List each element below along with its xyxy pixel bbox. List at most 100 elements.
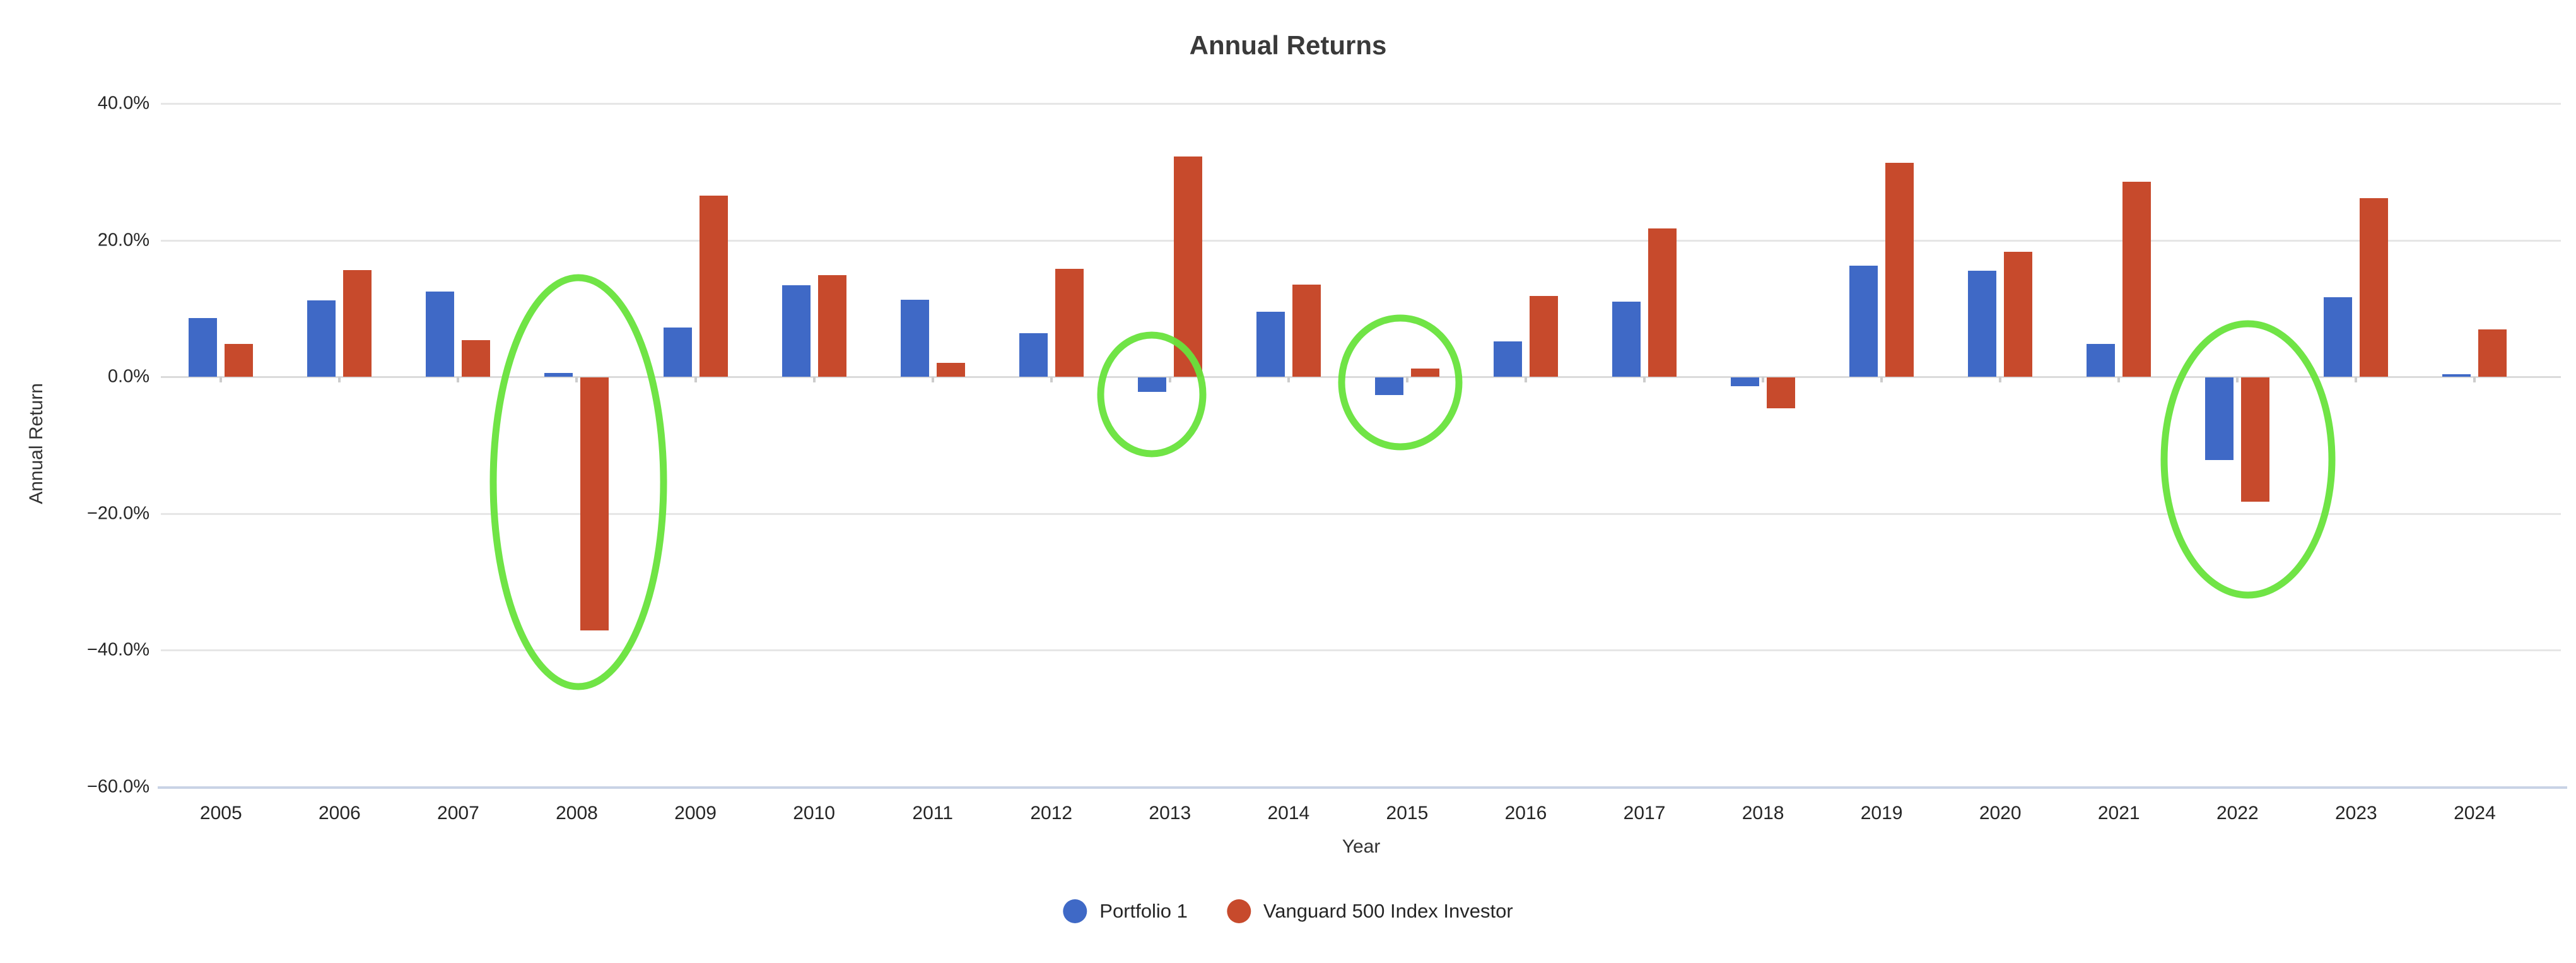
x-tick-label-2023: 2023 (2335, 803, 2377, 824)
legend-label: Vanguard 500 Index Investor (1263, 900, 1513, 922)
x-tick-label-2010: 2010 (793, 803, 835, 824)
x-tick-label-2016: 2016 (1504, 803, 1547, 824)
bar-vanguard-500-index-investor-2013[interactable] (1173, 157, 1202, 377)
x-tick-mark-2015 (1405, 377, 1408, 382)
gridline-20 (161, 239, 2561, 242)
bar-vanguard-500-index-investor-2009[interactable] (699, 196, 728, 377)
x-tick-mark-2008 (575, 377, 578, 382)
x-tick-label-2007: 2007 (437, 803, 479, 824)
bar-portfolio-1-2011[interactable] (900, 299, 929, 377)
vanguard-500-marker-icon (1226, 899, 1251, 923)
chart-title: Annual Returns (1189, 30, 1387, 60)
x-tick-label-2022: 2022 (2216, 803, 2259, 824)
x-tick-label-2012: 2012 (1030, 803, 1073, 824)
bar-vanguard-500-index-investor-2023[interactable] (2360, 198, 2389, 377)
x-tick-mark-2024 (2473, 377, 2476, 382)
bar-portfolio-1-2017[interactable] (1612, 301, 1641, 377)
y-tick-label--60: −60.0% (86, 776, 149, 796)
bar-vanguard-500-index-investor-2014[interactable] (1292, 284, 1321, 377)
bar-portfolio-1-2006[interactable] (307, 300, 336, 377)
x-tick-label-2009: 2009 (674, 803, 717, 824)
x-tick-label-2018: 2018 (1742, 803, 1784, 824)
x-tick-label-2011: 2011 (912, 803, 953, 824)
y-tick-label-40: 40.0% (97, 93, 149, 114)
legend-item-vanguard-500[interactable]: Vanguard 500 Index Investor (1226, 899, 1513, 923)
x-tick-label-2006: 2006 (318, 803, 361, 824)
bar-portfolio-1-2008[interactable] (544, 372, 573, 377)
x-tick-mark-2006 (338, 377, 341, 382)
x-tick-label-2020: 2020 (1979, 803, 2022, 824)
bar-vanguard-500-index-investor-2006[interactable] (343, 270, 372, 377)
x-tick-mark-2022 (2236, 377, 2239, 382)
bar-portfolio-1-2012[interactable] (1019, 333, 1048, 377)
bar-vanguard-500-index-investor-2020[interactable] (2004, 251, 2033, 377)
bar-portfolio-1-2021[interactable] (2087, 344, 2116, 377)
bar-portfolio-1-2009[interactable] (663, 328, 692, 377)
bar-vanguard-500-index-investor-2016[interactable] (1529, 296, 1558, 377)
bar-vanguard-500-index-investor-2017[interactable] (1648, 228, 1677, 377)
bar-portfolio-1-2010[interactable] (782, 285, 811, 377)
y-tick-label-0: 0.0% (107, 366, 149, 387)
bar-vanguard-500-index-investor-2011[interactable] (936, 363, 965, 377)
x-tick-label-2024: 2024 (2454, 803, 2496, 824)
bar-vanguard-500-index-investor-2018[interactable] (1767, 377, 1796, 408)
bar-portfolio-1-2015[interactable] (1374, 377, 1403, 396)
bar-portfolio-1-2014[interactable] (1256, 312, 1285, 377)
x-tick-label-2005: 2005 (199, 803, 242, 824)
x-tick-label-2017: 2017 (1623, 803, 1666, 824)
x-tick-label-2015: 2015 (1386, 803, 1429, 824)
x-tick-mark-2020 (1999, 377, 2002, 382)
x-tick-mark-2023 (2355, 377, 2358, 382)
bar-portfolio-1-2023[interactable] (2324, 297, 2353, 377)
bar-vanguard-500-index-investor-2024[interactable] (2478, 329, 2507, 377)
y-tick-label-20: 20.0% (97, 230, 149, 250)
x-tick-label-2019: 2019 (1860, 803, 1903, 824)
highlight-ellipse-2008 (489, 274, 667, 690)
bar-portfolio-1-2024[interactable] (2442, 374, 2471, 377)
legend-label: Portfolio 1 (1099, 900, 1188, 922)
x-tick-mark-2011 (931, 377, 934, 382)
bar-portfolio-1-2005[interactable] (189, 317, 218, 377)
bar-vanguard-500-index-investor-2019[interactable] (1885, 163, 1914, 377)
x-tick-mark-2010 (812, 377, 816, 382)
bar-portfolio-1-2022[interactable] (2205, 377, 2234, 460)
bar-portfolio-1-2018[interactable] (1731, 377, 1760, 387)
bar-portfolio-1-2019[interactable] (1849, 265, 1878, 377)
portfolio-1-marker-icon (1063, 899, 1087, 923)
x-tick-label-2008: 2008 (556, 803, 598, 824)
x-tick-mark-2014 (1287, 377, 1290, 382)
y-tick-label--40: −40.0% (86, 639, 149, 660)
x-tick-label-2021: 2021 (2097, 803, 2140, 824)
legend-item-portfolio-1[interactable]: Portfolio 1 (1063, 899, 1188, 923)
x-tick-mark-2019 (1880, 377, 1883, 382)
x-tick-label-2013: 2013 (1149, 803, 1191, 824)
x-tick-mark-2007 (457, 377, 460, 382)
bar-portfolio-1-2013[interactable] (1137, 377, 1166, 392)
gridline--40 (161, 649, 2561, 651)
x-tick-label-2014: 2014 (1267, 803, 1310, 824)
x-tick-mark-2017 (1643, 377, 1646, 382)
bar-vanguard-500-index-investor-2021[interactable] (2122, 182, 2152, 377)
bar-portfolio-1-2007[interactable] (426, 291, 455, 377)
bar-vanguard-500-index-investor-2005[interactable] (225, 344, 254, 377)
gridline-0 (161, 376, 2561, 378)
bar-vanguard-500-index-investor-2008[interactable] (580, 377, 609, 630)
gridline--20 (161, 512, 2561, 515)
bar-vanguard-500-index-investor-2022[interactable] (2241, 377, 2270, 502)
x-tick-mark-2016 (1524, 377, 1527, 382)
x-tick-mark-2021 (2117, 377, 2121, 382)
gridline--60 (158, 786, 2567, 789)
x-tick-mark-2012 (1050, 377, 1053, 382)
bar-vanguard-500-index-investor-2012[interactable] (1055, 268, 1084, 377)
x-tick-mark-2013 (1168, 377, 1171, 382)
bar-vanguard-500-index-investor-2015[interactable] (1410, 369, 1439, 377)
bar-portfolio-1-2016[interactable] (1493, 341, 1522, 377)
bar-portfolio-1-2020[interactable] (1968, 271, 1997, 377)
x-tick-mark-2009 (694, 377, 697, 382)
gridline-40 (161, 103, 2561, 105)
x-tick-mark-2018 (1762, 377, 1765, 382)
bar-vanguard-500-index-investor-2007[interactable] (462, 340, 491, 377)
y-axis-title: Annual Return (26, 383, 47, 504)
bar-vanguard-500-index-investor-2010[interactable] (817, 275, 846, 377)
